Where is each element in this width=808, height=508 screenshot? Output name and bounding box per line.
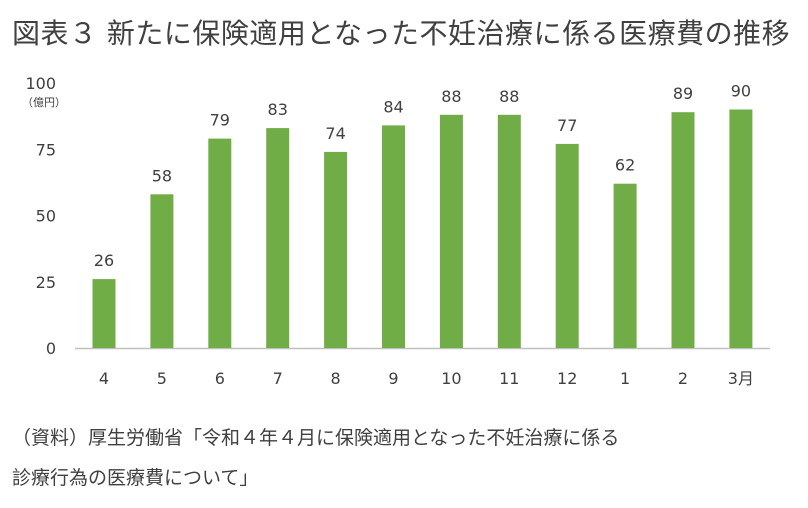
bar-series: [92, 109, 753, 349]
bar: [92, 279, 116, 348]
data-label: 90: [731, 82, 751, 101]
bar: [382, 125, 405, 349]
x-tick-label: 3月: [728, 369, 754, 388]
data-label: 58: [152, 166, 172, 185]
x-tick-label: 10: [441, 369, 461, 388]
x-tick-label: 1: [620, 369, 630, 388]
bar: [671, 112, 695, 348]
y-axis-unit: （億円）: [22, 96, 66, 109]
data-label: 26: [94, 251, 114, 270]
data-label: 62: [615, 156, 635, 175]
x-tick-label: 12: [557, 369, 577, 388]
source-line-2: 診療行為の医療費について」: [12, 467, 259, 489]
y-tick-label: 50: [36, 207, 56, 226]
data-label: 77: [557, 116, 577, 135]
bar: [729, 109, 753, 348]
x-tick-label: 8: [331, 369, 341, 388]
source-note: （資料）厚生労働省「令和４年４月に保険適用となった不妊治療に係る 診療行為の医療…: [12, 418, 792, 498]
data-label: 84: [383, 97, 403, 116]
bar: [150, 194, 174, 348]
x-tick-label: 11: [499, 369, 519, 388]
x-tick-label: 5: [157, 369, 167, 388]
data-label: 89: [673, 84, 693, 103]
y-axis-ticks: 0 25 50 75 100: [25, 74, 56, 358]
data-label: 74: [325, 124, 345, 143]
y-tick-label: 75: [36, 140, 56, 159]
y-tick-label: 0: [46, 339, 56, 358]
data-label: 79: [210, 111, 230, 130]
x-tick-label: 2: [678, 369, 688, 388]
bar: [266, 128, 290, 348]
x-tick-label: 9: [388, 369, 398, 388]
bar: [497, 114, 521, 348]
data-label: 88: [441, 87, 461, 106]
y-tick-label: 25: [36, 273, 56, 292]
data-labels: 26 58 79 83 74 84 88 88 77 62 89 90: [94, 82, 751, 271]
bar: [555, 143, 579, 348]
y-tick-label: 100: [25, 74, 56, 93]
data-label: 83: [268, 100, 288, 119]
bar: [439, 114, 463, 348]
x-axis-labels: 4 5 6 7 8 9 10 11 12 1 2 3月: [99, 369, 754, 388]
data-label: 88: [499, 87, 519, 106]
bar: [208, 138, 232, 348]
bar: [324, 151, 348, 348]
x-tick-label: 7: [273, 369, 283, 388]
source-line-1: （資料）厚生労働省「令和４年４月に保険適用となった不妊治療に係る: [12, 427, 620, 449]
chart-title: 図表３ 新たに保険適用となった不妊治療に係る医療費の推移: [12, 17, 791, 50]
x-tick-label: 6: [215, 369, 225, 388]
x-tick-label: 4: [99, 369, 109, 388]
bar: [613, 183, 637, 348]
